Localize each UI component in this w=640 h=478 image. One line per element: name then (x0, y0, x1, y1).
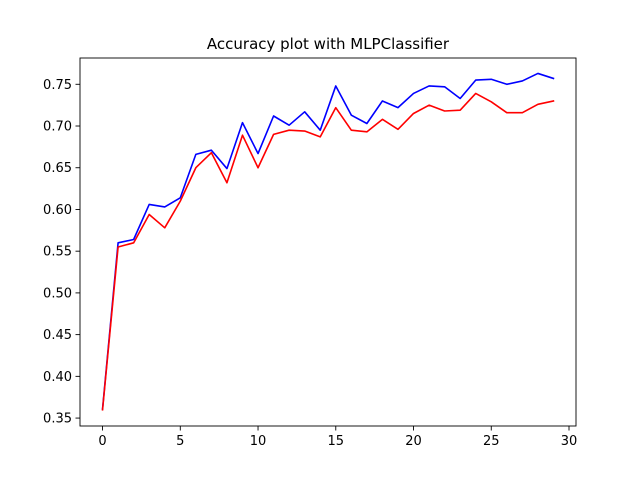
series-line-blue (101, 72, 555, 410)
axes-layer: 0 5 10 15 20 25 30 0.35 0.40 0.45 0.50 0.55 0.60 0.65… (43, 57, 578, 449)
x-tick-label: 10 (250, 434, 267, 449)
y-tick-label: 0.45 (43, 328, 72, 343)
y-tick-label: 0.65 (43, 161, 72, 176)
y-tick-label: 0.75 (43, 78, 72, 93)
x-tick-label: 20 (405, 434, 422, 449)
y-tick-label: 0.55 (43, 245, 72, 260)
series-layer (101, 72, 555, 411)
x-tick-label: 5 (176, 434, 184, 449)
x-tick-label: 30 (561, 434, 578, 449)
y-tick-label: 0.60 (43, 203, 72, 218)
x-tick-label: 25 (483, 434, 500, 449)
y-tick-label: 0.40 (43, 370, 72, 385)
y-tick-label: 0.35 (43, 412, 72, 427)
y-tick-label: 0.50 (43, 286, 72, 301)
y-tick-label: 0.70 (43, 120, 72, 135)
chart-title: Accuracy plot with MLPClassifier (207, 35, 450, 53)
x-tick-label: 0 (98, 434, 106, 449)
x-tick-label: 15 (328, 434, 345, 449)
series-line-red (101, 92, 555, 411)
axes-frame (79, 57, 577, 427)
